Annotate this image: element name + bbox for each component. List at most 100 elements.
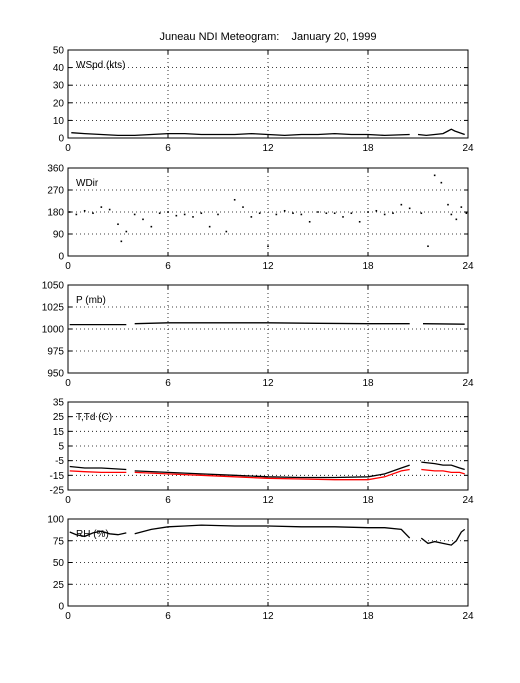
- wdir-x-tick-label: 0: [65, 261, 71, 272]
- rh-x-tick-label: 6: [165, 611, 171, 622]
- wspd-y-tick-label: 10: [53, 116, 65, 127]
- wdir-data-point: [120, 240, 123, 243]
- wspd-panel-label: WSpd (kts): [76, 60, 125, 71]
- temp-dewpoint-y-tick-label: 15: [53, 427, 65, 438]
- wdir-data-point: [455, 218, 458, 221]
- wspd-y-tick-label: 20: [53, 98, 65, 109]
- pressure-series-0-line: [134, 322, 410, 325]
- rh-series-group: [69, 524, 466, 546]
- rh-y-tick-label: 25: [53, 580, 65, 591]
- wdir-data-point: [383, 213, 386, 216]
- temp-dewpoint-x-tick-label: 18: [362, 495, 374, 506]
- wspd-x-tick-label: 0: [65, 143, 71, 154]
- temp-dewpoint-series-0-line: [69, 465, 127, 471]
- wdir-data-point: [258, 212, 261, 215]
- wspd-panel: 0 6 12 18 24 0 10 20 30 40 50 WSpd (kts): [53, 46, 474, 155]
- temp-dewpoint-x-tick-label: 24: [462, 495, 474, 506]
- pressure-panel-label: P (mb): [76, 295, 106, 306]
- wdir-x-tick-label: 6: [165, 261, 171, 272]
- temp-dewpoint-x-tick-label: 12: [262, 495, 274, 506]
- temp-dewpoint-y-tick-label: -15: [50, 471, 65, 482]
- pressure-x-tick-label: 0: [65, 378, 71, 389]
- wdir-data-point: [242, 206, 244, 208]
- wdir-data-point: [250, 216, 253, 218]
- pressure-series-0-line: [422, 323, 465, 325]
- temp-dewpoint-series-1-line: [421, 468, 465, 475]
- wdir-data-point: [200, 212, 203, 215]
- wdir-data-point: [100, 206, 103, 208]
- rh-x-tick-label: 18: [362, 611, 374, 622]
- pressure-y-tick-label: 1025: [42, 303, 65, 314]
- rh-series-0-line: [69, 530, 127, 538]
- wdir-data-point: [83, 209, 86, 212]
- wdir-data-point: [233, 198, 236, 201]
- rh-series-0-line: [420, 528, 466, 546]
- wdir-data-point: [68, 211, 71, 213]
- wdir-data-point: [75, 213, 78, 216]
- pressure-x-tick-label: 24: [462, 378, 474, 389]
- pressure-y-tick-label: 975: [47, 347, 64, 358]
- temp-dewpoint-series-1-line: [69, 470, 127, 474]
- pressure-y-tick-label: 1050: [42, 281, 65, 292]
- wspd-x-tick-label: 12: [262, 143, 274, 154]
- wdir-data-point: [447, 203, 449, 206]
- wdir-y-tick-label: 270: [47, 186, 64, 197]
- rh-y-tick-label: 75: [53, 536, 65, 547]
- pressure-x-tick-label: 18: [362, 378, 374, 389]
- wdir-data-point: [192, 216, 194, 218]
- pressure-series-group: [69, 322, 465, 326]
- wdir-data-point: [92, 212, 94, 215]
- wdir-x-tick-label: 12: [262, 261, 274, 272]
- wspd-x-tick-label: 18: [362, 143, 374, 154]
- wdir-data-point: [275, 213, 278, 216]
- wspd-series-0-line: [71, 132, 410, 137]
- wspd-x-tick-label: 24: [462, 143, 474, 154]
- wdir-data-point: [408, 207, 411, 210]
- temp-dewpoint-y-tick-label: 25: [53, 412, 65, 423]
- wdir-data-point: [217, 213, 219, 216]
- rh-panel: 0 6 12 18 24 0 25 50 75 100 RH (%): [47, 515, 474, 623]
- wdir-data-point: [142, 218, 144, 221]
- wdir-data-point: [283, 209, 286, 212]
- wdir-data-point: [342, 216, 344, 218]
- wdir-series-group: [68, 174, 468, 248]
- rh-y-tick-label: 50: [53, 558, 65, 569]
- temp-dewpoint-x-tick-label: 0: [65, 495, 71, 506]
- rh-x-tick-label: 24: [462, 611, 474, 622]
- wdir-data-point: [108, 208, 111, 211]
- temp-dewpoint-series-0-line: [134, 464, 410, 479]
- wdir-data-point: [267, 245, 269, 248]
- wdir-data-point: [167, 211, 169, 213]
- pressure-y-tick-label: 950: [47, 369, 64, 380]
- wdir-data-point: [308, 220, 311, 223]
- rh-y-tick-label: 100: [47, 515, 64, 526]
- wdir-data-point: [450, 213, 453, 216]
- wspd-y-tick-label: 40: [53, 63, 65, 74]
- wdir-panel: 0 6 12 18 24 0 90 180 270 360 WDir: [47, 164, 474, 273]
- pressure-y-tick-label: 1000: [42, 325, 65, 336]
- temp-dewpoint-series-group: [69, 461, 465, 481]
- rh-y-tick-label: 0: [58, 602, 64, 613]
- rh-x-tick-label: 0: [65, 611, 71, 622]
- wdir-data-point: [158, 212, 161, 215]
- rh-panel-label: RH (%): [76, 529, 109, 540]
- wdir-data-point: [183, 213, 186, 216]
- temp-dewpoint-panel: 0 6 12 18 24 -25 -15 -5 5 15 25 35 T,Td (C): [50, 398, 474, 507]
- wdir-panel-label: WDir: [76, 178, 99, 189]
- temp-dewpoint-y-tick-label: -5: [55, 456, 64, 467]
- wdir-data-point: [292, 212, 294, 215]
- wdir-data-point: [350, 212, 353, 215]
- wdir-y-tick-label: 360: [47, 164, 64, 175]
- temp-dewpoint-y-tick-label: 5: [58, 442, 64, 453]
- pressure-x-tick-label: 6: [165, 378, 171, 389]
- wdir-y-tick-label: 0: [58, 252, 64, 263]
- wdir-data-point: [333, 212, 336, 215]
- temp-dewpoint-panel-label: T,Td (C): [76, 412, 112, 423]
- wdir-y-tick-label: 180: [47, 208, 64, 219]
- wdir-data-point: [433, 174, 436, 177]
- wdir-data-point: [358, 220, 361, 223]
- wdir-data-point: [427, 245, 429, 248]
- wspd-x-tick-label: 6: [165, 143, 171, 154]
- temp-dewpoint-y-tick-label: 35: [53, 398, 65, 409]
